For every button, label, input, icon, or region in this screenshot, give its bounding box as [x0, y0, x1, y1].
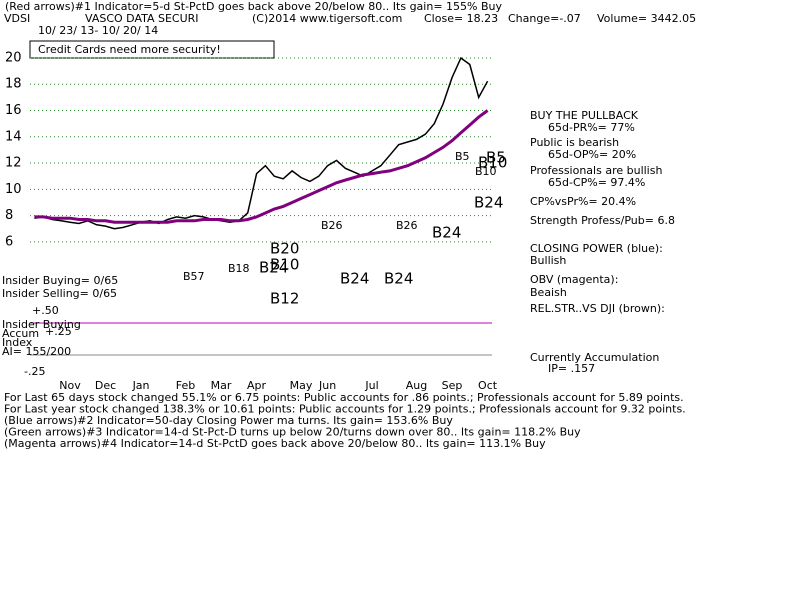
chart-label: B57	[183, 270, 205, 283]
right-note: IP= .157	[548, 362, 595, 375]
footer-line: (Green arrows)#3 Indicator=14-d St-Pct-D…	[4, 426, 581, 439]
x-tick-label: Oct	[478, 379, 498, 392]
right-note: Beaish	[530, 286, 567, 299]
x-tick-label: Feb	[176, 379, 195, 392]
chart-label: B26	[321, 219, 343, 232]
x-tick-label: Sep	[442, 379, 463, 392]
footer-line: For Last year stock changed 138.3% or 10…	[4, 403, 686, 416]
footer-line: For Last 65 days stock changed 55.1% or …	[4, 391, 684, 404]
right-note: BUY THE PULLBACK	[530, 109, 639, 122]
chart-label: B24	[474, 194, 503, 212]
chart-label: B24	[259, 259, 288, 277]
right-note: 65d-PR%= 77%	[548, 121, 635, 134]
panel-label: -.25	[24, 365, 45, 378]
close: Close= 18.23	[424, 12, 498, 25]
x-tick-label: Mar	[211, 379, 232, 392]
x-tick-label: Dec	[95, 379, 116, 392]
series-line	[34, 109, 489, 224]
right-note: 65d-CP%= 97.4%	[548, 176, 645, 189]
right-note: REL.STR..VS DJI (brown):	[530, 302, 665, 315]
chart-label: B12	[270, 290, 299, 308]
right-note: Strength Profess/Pub= 6.8	[530, 214, 675, 227]
right-note: Public is bearish	[530, 136, 619, 149]
chart-label: B10	[270, 256, 299, 274]
header-line: (Red arrows)#1 Indicator=5-d St-PctD goe…	[5, 0, 502, 13]
change: Change=-.07	[508, 12, 581, 25]
chart-label: B5	[486, 149, 506, 167]
panel-label: Accum	[2, 327, 39, 340]
dates: 10/ 23/ 13- 10/ 20/ 14	[38, 24, 158, 37]
headline-box	[29, 40, 275, 59]
chart-label: B24	[432, 224, 461, 242]
chart-label: B5	[455, 150, 470, 163]
panel-label: Insider Buying= 0/65	[2, 274, 118, 287]
chart-label: B10	[475, 165, 497, 178]
chart-label: B18	[228, 262, 250, 275]
copyright: (C)2014 www.tigersoft.com	[252, 12, 402, 25]
panel-label: +.50	[32, 304, 59, 317]
panel-label: Insider Buying	[2, 318, 81, 331]
headline: Credit Cards need more security!	[38, 43, 221, 56]
chart-label: B20	[270, 240, 299, 258]
series-line	[34, 56, 489, 230]
chart-label: B26	[396, 219, 418, 232]
right-note: 65d-OP%= 20%	[548, 148, 636, 161]
panel-label: Index	[2, 336, 33, 349]
panel-label: +.25	[45, 325, 72, 338]
right-note: CP%vsPr%= 20.4%	[530, 195, 636, 208]
chart-label: B24	[384, 270, 413, 288]
chart-label: B24	[340, 270, 369, 288]
y-tick-label: 10	[5, 182, 22, 197]
company: VASCO DATA SECURI	[85, 12, 199, 25]
ticker: VDSI	[4, 12, 30, 25]
x-tick-label: May	[290, 379, 313, 392]
y-tick-label: 6	[5, 234, 13, 249]
x-tick-label: Apr	[247, 379, 267, 392]
x-tick-label: Aug	[406, 379, 427, 392]
y-tick-label: 8	[5, 208, 13, 223]
right-note: OBV (magenta):	[530, 273, 618, 286]
x-tick-label: Jan	[132, 379, 150, 392]
y-tick-label: 16	[5, 103, 22, 118]
footer-line: (Blue arrows)#2 Indicator=50-day Closing…	[4, 414, 453, 427]
x-tick-label: Jul	[364, 379, 378, 392]
footer-line: (Magenta arrows)#4 Indicator=14-d St-Pct…	[4, 437, 546, 450]
y-tick-label: 12	[5, 156, 22, 171]
chart-label: B10	[478, 154, 507, 172]
panel-label: AI= 155/200	[2, 345, 71, 358]
y-tick-label: 18	[5, 77, 22, 92]
right-note: CLOSING POWER (blue):	[530, 242, 663, 255]
volume: Volume= 3442.05	[597, 12, 696, 25]
y-tick-label: 14	[5, 129, 22, 144]
x-tick-label: Jun	[318, 379, 336, 392]
right-note: Professionals are bullish	[530, 164, 662, 177]
right-note: Currently Accumulation	[530, 351, 659, 364]
panel-label: Insider Selling= 0/65	[2, 287, 117, 300]
right-note: Bullish	[530, 254, 566, 267]
x-tick-label: Nov	[59, 379, 81, 392]
y-tick-label: 20	[5, 50, 22, 65]
